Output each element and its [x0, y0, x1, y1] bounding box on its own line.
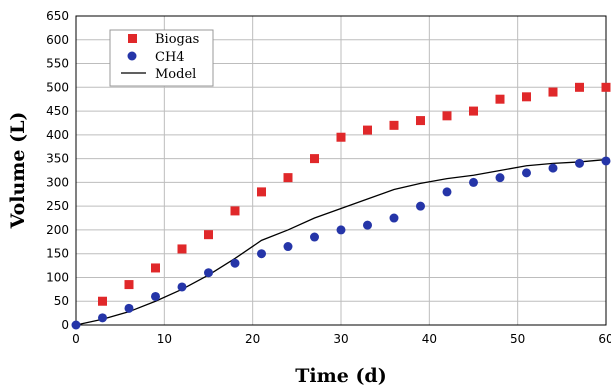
- y-tick-label: 100: [46, 270, 69, 284]
- legend-marker-biogas: [128, 34, 137, 43]
- data-point-biogas: [98, 296, 107, 306]
- series-line-model: [75, 158, 607, 326]
- legend-label-model: Model: [155, 67, 196, 82]
- data-point-biogas: [363, 125, 372, 135]
- data-point-ch4: [522, 168, 531, 178]
- y-tick-label: 650: [46, 9, 69, 23]
- legend-marker-ch4: [127, 51, 137, 61]
- x-tick-label: 40: [422, 332, 437, 346]
- y-tick-label: 50: [54, 294, 69, 308]
- data-point-biogas: [442, 111, 452, 121]
- legend: Biogas CH4 Model: [109, 29, 214, 87]
- y-tick-label: 250: [46, 199, 69, 213]
- data-point-biogas: [469, 106, 478, 116]
- y-tick-label: 400: [46, 128, 69, 142]
- data-point-biogas: [177, 244, 187, 254]
- data-point-biogas: [575, 82, 584, 92]
- data-point-biogas: [522, 92, 531, 102]
- legend-box: [109, 29, 214, 87]
- data-point-ch4: [151, 291, 160, 301]
- data-point-ch4: [310, 232, 319, 242]
- data-point-biogas: [204, 230, 213, 240]
- x-tick-label: 50: [510, 332, 525, 346]
- y-tick-label: 500: [46, 80, 69, 94]
- y-tick-label: 150: [46, 247, 69, 261]
- data-point-ch4: [442, 187, 452, 197]
- data-point-ch4: [177, 282, 187, 292]
- x-tick-label: 0: [72, 332, 80, 346]
- data-point-biogas: [283, 173, 293, 183]
- data-point-biogas: [548, 87, 558, 97]
- data-point-ch4: [469, 177, 478, 187]
- y-tick-label: 300: [46, 175, 69, 189]
- data-point-ch4: [283, 242, 293, 252]
- data-point-biogas: [310, 154, 319, 164]
- data-point-ch4: [204, 268, 213, 278]
- y-tick-label: 0: [61, 318, 69, 332]
- data-point-ch4: [124, 303, 134, 313]
- data-point-ch4: [416, 201, 425, 211]
- x-tick-label: 30: [333, 332, 348, 346]
- data-point-ch4: [601, 156, 611, 166]
- legend-label-biogas: Biogas: [155, 32, 199, 47]
- x-tick-label: 60: [598, 332, 611, 346]
- data-point-ch4: [548, 163, 558, 173]
- data-point-ch4: [363, 220, 372, 230]
- plot-area: [75, 15, 607, 326]
- x-axis-title: Time (d): [295, 365, 386, 387]
- data-point-ch4: [98, 313, 107, 323]
- legend-label-ch4: CH4: [155, 50, 185, 65]
- x-tick-label: 10: [157, 332, 172, 346]
- y-tick-label: 350: [46, 152, 69, 166]
- data-point-ch4: [575, 158, 584, 168]
- y-axis-title: Volume (L): [7, 112, 29, 230]
- x-axis-ticks: 0 10 20 30 40 50 60: [72, 332, 611, 346]
- data-point-biogas: [495, 94, 505, 104]
- data-point-biogas: [257, 187, 266, 197]
- x-tick-label: 20: [245, 332, 260, 346]
- data-point-biogas: [601, 82, 611, 92]
- data-point-ch4: [389, 213, 399, 223]
- data-point-biogas: [336, 132, 346, 142]
- data-point-ch4: [230, 258, 240, 268]
- data-point-biogas: [124, 280, 134, 290]
- data-point-ch4: [257, 249, 266, 259]
- data-point-ch4: [495, 173, 505, 183]
- data-point-biogas: [389, 120, 399, 130]
- y-axis-ticks: 0 50 100 150 200 250 300 350 400 450 500 550 600 650: [46, 9, 69, 332]
- y-tick-label: 200: [46, 223, 69, 237]
- y-tick-label: 550: [46, 57, 69, 71]
- data-point-biogas: [416, 116, 425, 126]
- y-tick-label: 600: [46, 33, 69, 47]
- data-point-ch4: [71, 320, 81, 330]
- data-point-biogas: [151, 263, 160, 273]
- data-point-biogas: [230, 206, 240, 216]
- series-layer: [71, 82, 611, 330]
- y-tick-label: 450: [46, 104, 69, 118]
- data-point-ch4: [336, 225, 346, 235]
